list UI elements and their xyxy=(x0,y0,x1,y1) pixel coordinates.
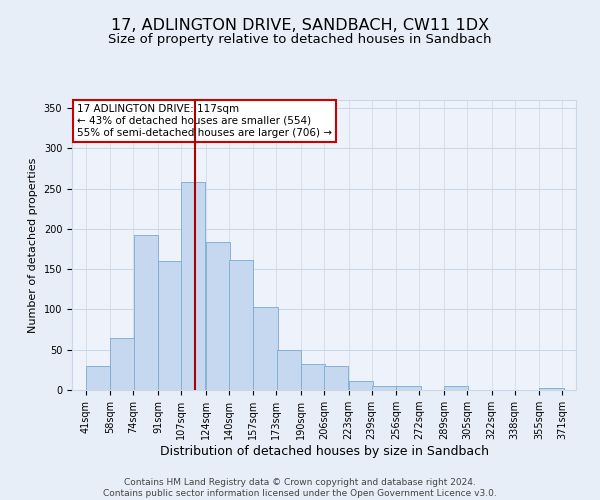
Bar xyxy=(229,260,253,390)
Bar xyxy=(539,388,563,390)
Bar xyxy=(349,381,373,390)
Text: 17 ADLINGTON DRIVE: 117sqm
← 43% of detached houses are smaller (554)
55% of sem: 17 ADLINGTON DRIVE: 117sqm ← 43% of deta… xyxy=(77,104,332,138)
Bar xyxy=(372,386,396,390)
Y-axis label: Number of detached properties: Number of detached properties xyxy=(28,158,38,332)
Bar xyxy=(253,307,278,390)
Bar xyxy=(110,338,134,390)
Text: Contains HM Land Registry data © Crown copyright and database right 2024.
Contai: Contains HM Land Registry data © Crown c… xyxy=(103,478,497,498)
Bar xyxy=(277,350,301,390)
Text: 17, ADLINGTON DRIVE, SANDBACH, CW11 1DX: 17, ADLINGTON DRIVE, SANDBACH, CW11 1DX xyxy=(111,18,489,32)
Bar xyxy=(444,386,468,390)
Bar xyxy=(324,366,349,390)
Bar xyxy=(86,366,110,390)
Bar xyxy=(181,182,205,390)
Bar xyxy=(134,234,158,390)
Bar xyxy=(301,364,325,390)
Bar xyxy=(158,261,182,390)
Text: Size of property relative to detached houses in Sandbach: Size of property relative to detached ho… xyxy=(108,32,492,46)
Bar xyxy=(206,242,230,390)
X-axis label: Distribution of detached houses by size in Sandbach: Distribution of detached houses by size … xyxy=(160,445,488,458)
Bar xyxy=(397,386,421,390)
